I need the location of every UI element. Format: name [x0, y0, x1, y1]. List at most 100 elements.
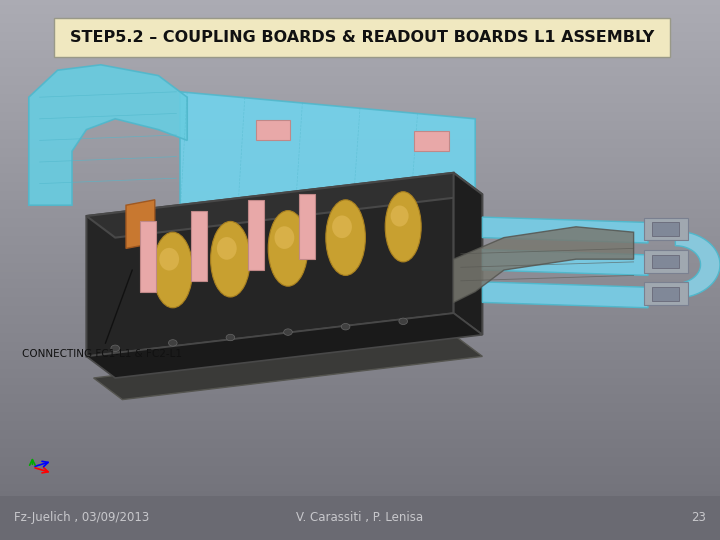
- Bar: [0, 463, 720, 464]
- Bar: [0, 200, 720, 201]
- Bar: [0, 497, 720, 498]
- Bar: [0, 509, 720, 511]
- Bar: [0, 227, 720, 228]
- Bar: [644, 218, 688, 240]
- Bar: [0, 425, 720, 427]
- Bar: [0, 401, 720, 403]
- Bar: [0, 409, 720, 410]
- Bar: [0, 461, 720, 463]
- Bar: [0, 39, 720, 42]
- Bar: [0, 88, 720, 90]
- Bar: [0, 400, 720, 401]
- Bar: [0, 36, 720, 38]
- Bar: [0, 427, 720, 428]
- Bar: [0, 380, 720, 382]
- Bar: [0, 153, 720, 155]
- Bar: [0, 182, 720, 184]
- Bar: [0, 245, 720, 247]
- Bar: [0, 491, 720, 493]
- Bar: [0, 110, 720, 112]
- Bar: [0, 520, 720, 522]
- Bar: [0, 506, 720, 508]
- Bar: [0, 93, 720, 96]
- Bar: [0, 54, 720, 56]
- Bar: [0, 474, 720, 475]
- Bar: [0, 45, 720, 47]
- Bar: [0, 234, 720, 236]
- Text: 23: 23: [690, 511, 706, 524]
- Bar: [0, 92, 720, 93]
- Bar: [0, 205, 720, 207]
- Bar: [0, 158, 720, 160]
- Bar: [0, 69, 720, 70]
- Bar: [0, 86, 720, 88]
- Bar: [0, 275, 720, 277]
- Polygon shape: [86, 313, 482, 378]
- Bar: [0, 417, 720, 420]
- Bar: [0, 211, 720, 212]
- Bar: [0, 97, 720, 99]
- Bar: [0, 367, 720, 369]
- Bar: [0, 344, 720, 346]
- Bar: [0, 373, 720, 374]
- Bar: [0, 198, 720, 200]
- Bar: [0, 356, 720, 358]
- Bar: [0, 135, 720, 137]
- Bar: [0, 479, 720, 481]
- Bar: [0, 495, 720, 497]
- Bar: [0, 59, 720, 61]
- Bar: [0, 299, 720, 301]
- Bar: [0, 533, 720, 535]
- Bar: [0, 285, 720, 286]
- Bar: [0, 196, 720, 198]
- Ellipse shape: [391, 206, 409, 226]
- Bar: [0, 177, 720, 178]
- Ellipse shape: [217, 237, 237, 260]
- Bar: [0, 383, 720, 385]
- Bar: [0, 455, 720, 457]
- Bar: [0, 490, 720, 491]
- Bar: [0, 115, 720, 117]
- Bar: [0, 228, 720, 231]
- Bar: [0, 140, 720, 142]
- Bar: [0, 79, 720, 81]
- Bar: [0, 162, 720, 164]
- Bar: [0, 85, 720, 86]
- Bar: [0, 171, 720, 173]
- Bar: [0, 412, 720, 414]
- Bar: [0, 150, 720, 151]
- Bar: [0, 304, 720, 306]
- Bar: [0, 308, 720, 309]
- Bar: [0, 351, 720, 353]
- Bar: [0, 390, 720, 393]
- Bar: [0, 410, 720, 412]
- Bar: [0, 0, 720, 2]
- Bar: [0, 517, 720, 518]
- Bar: [0, 106, 720, 108]
- Ellipse shape: [210, 221, 251, 297]
- Bar: [0, 4, 720, 5]
- Bar: [0, 293, 720, 295]
- Bar: [0, 444, 720, 447]
- Bar: [0, 266, 720, 268]
- Bar: [0, 319, 720, 320]
- Bar: [0, 535, 720, 536]
- Bar: [0, 49, 720, 50]
- Bar: [0, 414, 720, 416]
- Bar: [0, 488, 720, 490]
- Bar: [0, 470, 720, 471]
- Bar: [0, 324, 720, 326]
- Polygon shape: [86, 173, 482, 238]
- Bar: [0, 184, 720, 185]
- Bar: [0, 320, 720, 322]
- Bar: [0, 185, 720, 187]
- Bar: [0, 538, 720, 540]
- Bar: [0, 204, 720, 205]
- Bar: [0, 34, 720, 36]
- Polygon shape: [94, 335, 482, 400]
- Bar: [0, 358, 720, 360]
- Bar: [0, 216, 720, 218]
- Text: CONNECTING FC1-L1 & FC2-L1: CONNECTING FC1-L1 & FC2-L1: [22, 270, 181, 359]
- Circle shape: [284, 329, 292, 335]
- Bar: [0, 212, 720, 214]
